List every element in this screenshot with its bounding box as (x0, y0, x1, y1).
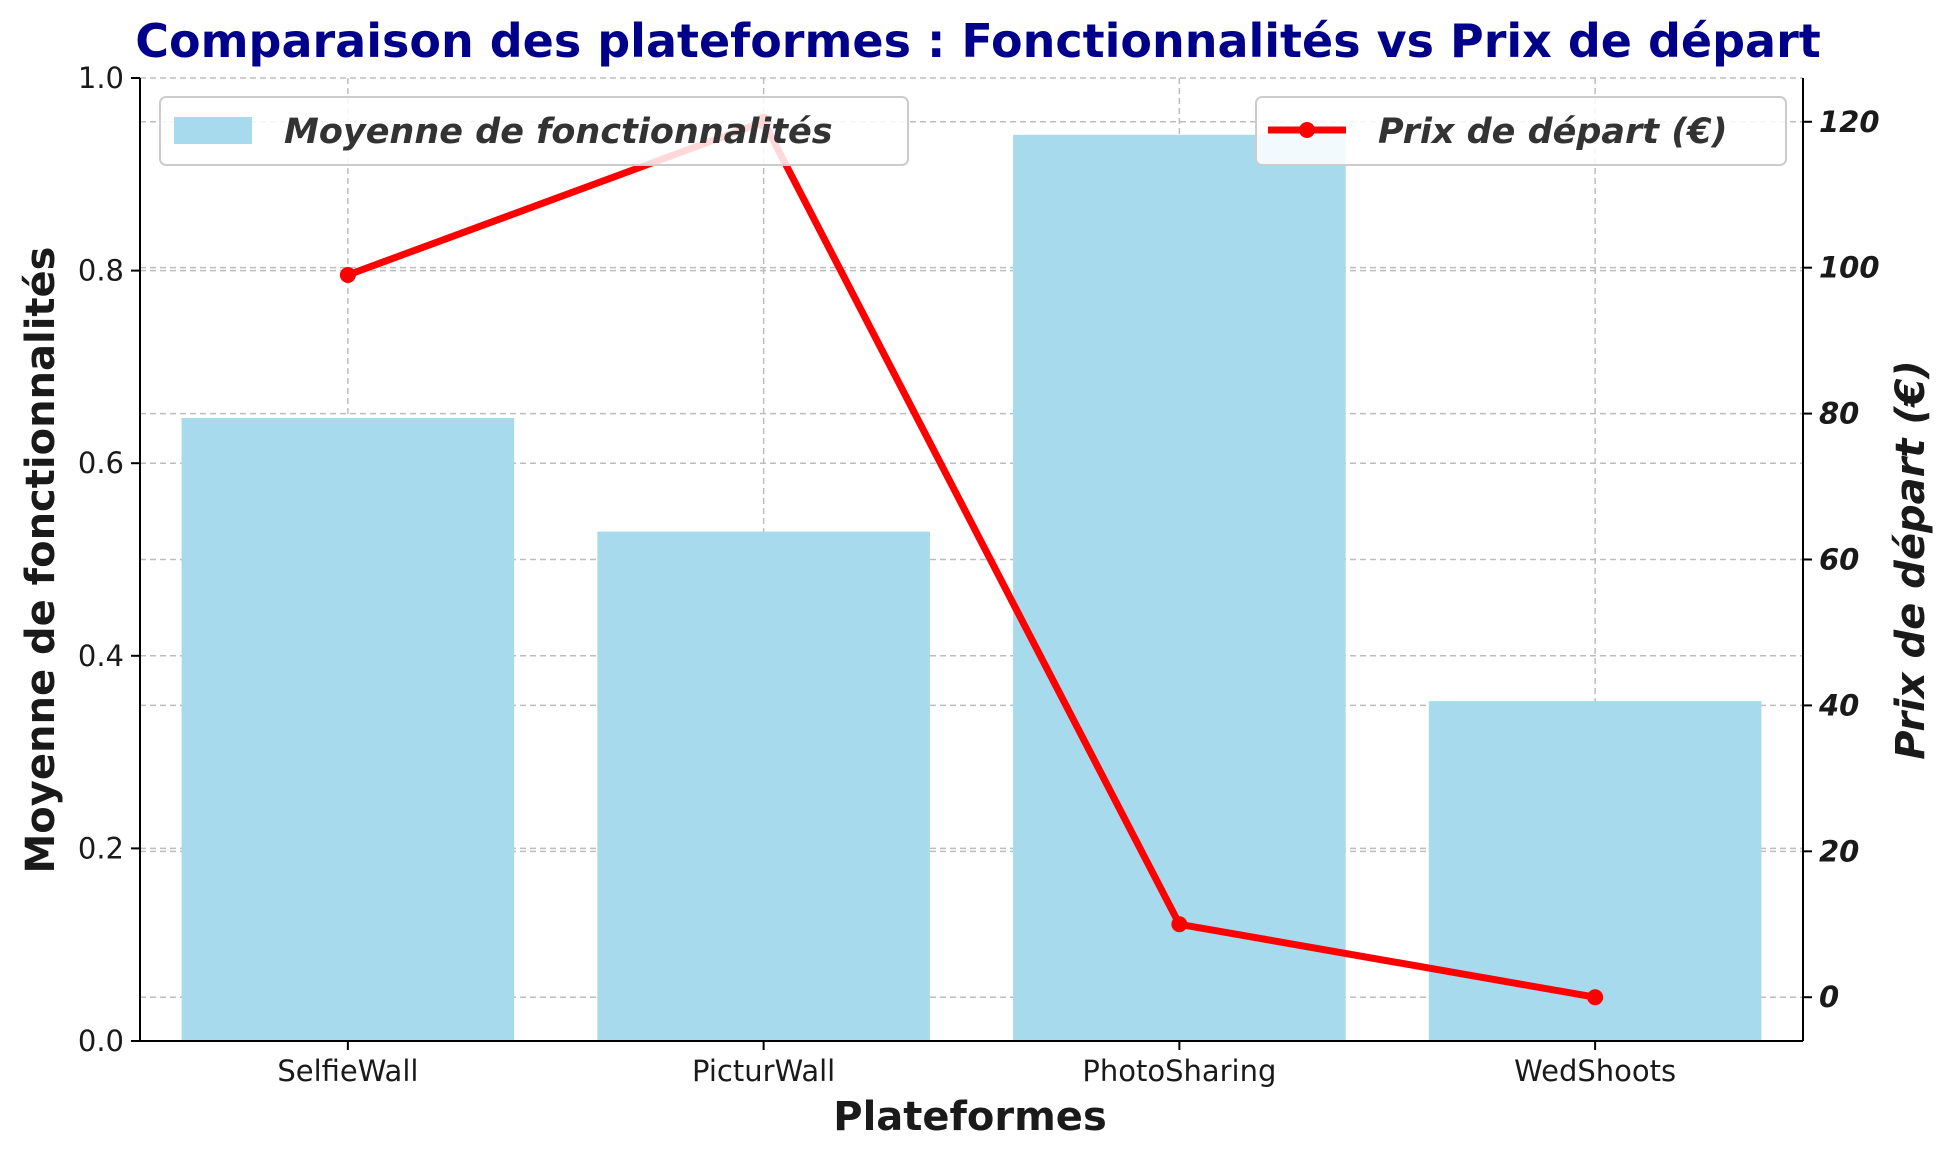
legend-bars-frame (159, 96, 909, 166)
bars (181, 134, 1762, 1042)
y-tick-left-label-3: 0.6 (78, 446, 124, 480)
legend-line-label: Prix de départ (€) (1378, 112, 1728, 152)
y-tick-right-label-3: 60 (1819, 543, 1859, 577)
price-line-path (346, 118, 1596, 1001)
bar-wedshoots (1428, 701, 1762, 1041)
y-tick-right-label-4: 80 (1819, 397, 1859, 431)
y-tick-right-label-2: 40 (1818, 688, 1859, 722)
y-axis-label-right: Prix de départ (€) (1888, 360, 1934, 760)
y-tick-left-label-4: 0.8 (78, 254, 124, 288)
price-point-wedshoots (1587, 989, 1604, 1006)
y-tick-right-label-1: 20 (1819, 834, 1859, 868)
x-tick-label-selfiewall: SelfieWall (277, 1054, 418, 1088)
price-point-photosharing (1171, 916, 1188, 933)
y-tick-left-label-5: 1.0 (78, 61, 124, 95)
x-tick-label-wedshoots: WedShoots (1514, 1054, 1676, 1088)
y-tick-right-label-6: 120 (1819, 105, 1880, 139)
price-point-selfiewall (339, 266, 356, 283)
bar-picturwall (597, 531, 930, 1041)
legend-bar-label: Moyenne de fonctionnalités (284, 112, 833, 152)
y-tick-right-label-0: 0 (1819, 980, 1839, 1014)
legend-line-marker (1299, 122, 1315, 138)
y-tick-right-label-5: 100 (1819, 251, 1880, 285)
legend-line: Prix de départ (€) (1255, 96, 1787, 166)
x-tick-label-photosharing: PhotoSharing (1082, 1054, 1276, 1088)
legend-line-frame (1255, 96, 1787, 166)
y-tick-left-label-2: 0.4 (78, 639, 124, 673)
ticks: 0.0 0.2 0.4 0.6 0.8 1.0 0 20 40 60 80 100 120 SelfieW… (78, 61, 1880, 1088)
legend-bar-swatch (174, 117, 252, 144)
x-tick-label-picturwall: PicturWall (692, 1054, 835, 1088)
legend-bars: Moyenne de fonctionnalités (159, 96, 909, 166)
y-tick-left-label-0: 0.0 (78, 1024, 124, 1058)
bar-selfiewall (181, 417, 515, 1042)
x-axis-label: Plateformes (833, 1094, 1107, 1140)
chart-title: Comparaison des plateformes : Fonctionna… (135, 14, 1821, 68)
bar-photosharing (1013, 134, 1346, 1041)
y-tick-left-label-1: 0.2 (78, 831, 124, 865)
y-axis-label-left: Moyenne de fonctionnalités (18, 247, 64, 874)
